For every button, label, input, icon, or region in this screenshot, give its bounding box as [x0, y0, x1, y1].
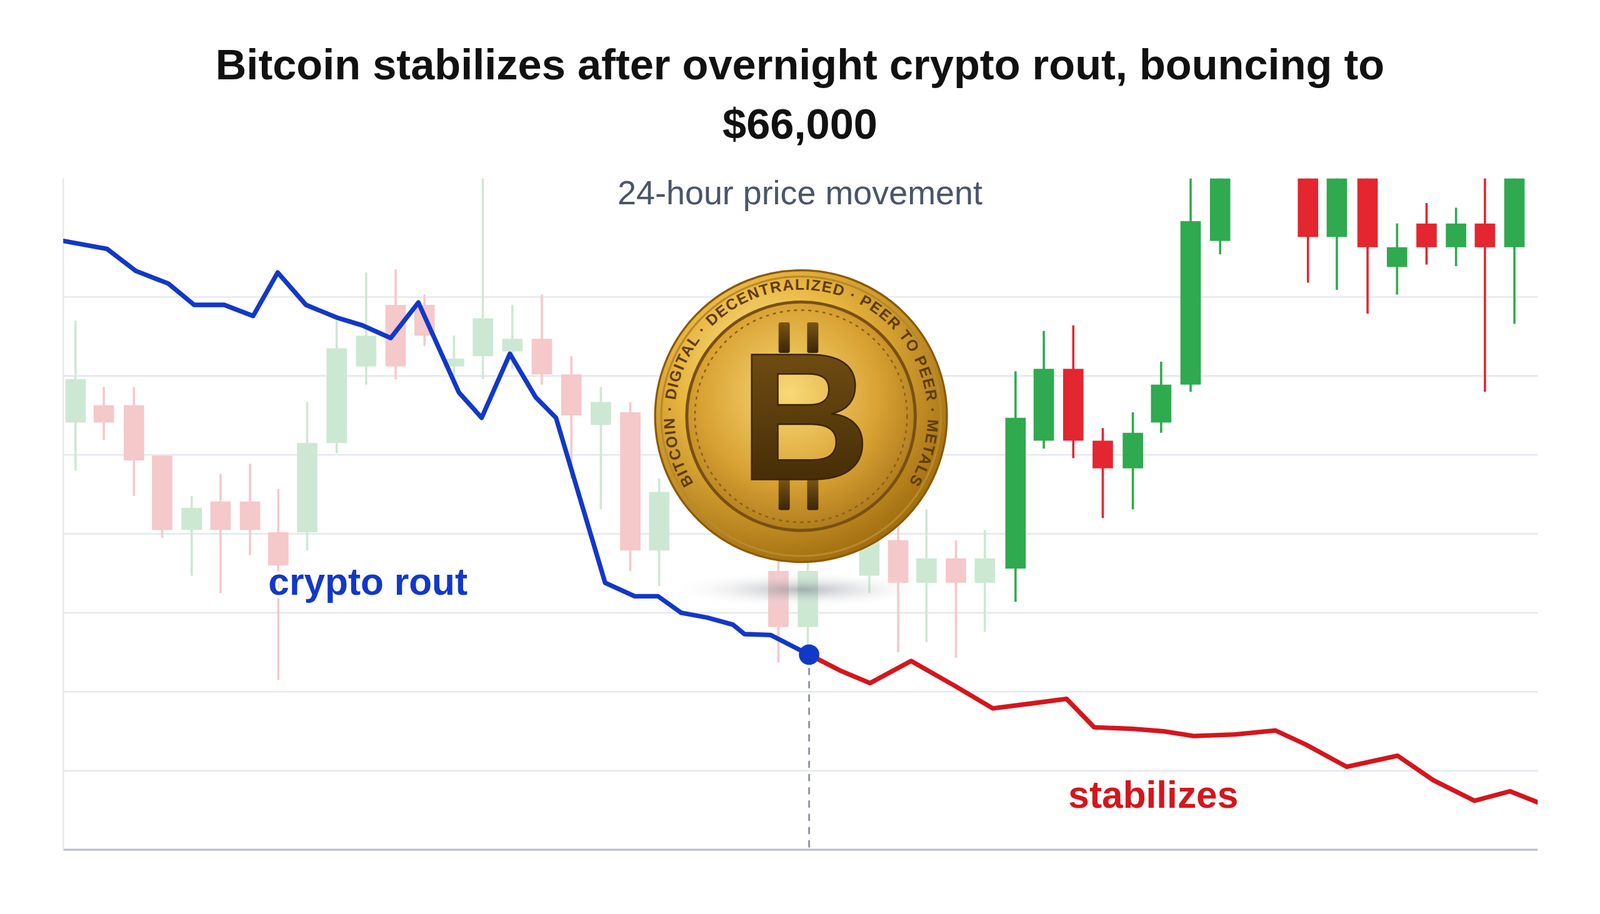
coin-shadow [668, 571, 934, 609]
candle-body [151, 455, 173, 530]
candle-body [501, 338, 523, 352]
coin: BITCOIN · DIGITAL · DECENTRALIZED · PEER… [655, 270, 947, 563]
candle-body [974, 558, 995, 584]
coin-inner [686, 301, 916, 531]
candle-body [1297, 178, 1319, 238]
candle-body [945, 558, 967, 584]
plot-area [63, 178, 1538, 803]
candle-body [181, 508, 202, 530]
title-line: Bitcoin stabilizes after overnight crypt… [215, 40, 1385, 89]
candle-body [1445, 223, 1467, 248]
candle-body [1005, 418, 1027, 569]
candle-body [1210, 178, 1231, 242]
candle-body [296, 443, 318, 533]
candle-body [916, 558, 937, 584]
title-line: $66,000 [722, 100, 878, 149]
candle-body [531, 338, 553, 375]
candle-wick [955, 540, 958, 659]
y-axis-line [62, 178, 64, 850]
series-label: stabilizes [1068, 773, 1239, 817]
grid-line [63, 770, 1538, 772]
candle-body [1063, 368, 1084, 441]
candle-body [210, 501, 232, 530]
candle-body [1151, 385, 1172, 424]
coin-symbol: B [739, 315, 871, 519]
candle-body [1326, 178, 1348, 238]
candle-body [1092, 440, 1114, 469]
background [0, 0, 1600, 914]
candle-body [472, 318, 494, 357]
coin-dots [695, 310, 908, 523]
grid [63, 296, 1538, 850]
candle-body [65, 379, 87, 424]
candle-body [93, 405, 115, 424]
candle-body [1386, 247, 1408, 268]
baseline [63, 848, 1538, 851]
candles [65, 178, 1525, 681]
candle-body [356, 335, 377, 367]
chart: BITCOIN · DIGITAL · DECENTRALIZED · PEER… [0, 0, 1600, 914]
candle-body [326, 348, 347, 444]
candle-body [1416, 223, 1437, 248]
page: {"chart_data": { "type": "line", "title"… [0, 0, 1600, 914]
subtitle: 24-hour price movement [617, 173, 983, 212]
grid-line [63, 691, 1538, 693]
candle-body [561, 374, 582, 416]
coin-outer [655, 270, 947, 563]
candle-body [240, 501, 261, 530]
candle-body [1504, 178, 1525, 248]
candle-body [1357, 178, 1379, 248]
candle-wick [219, 473, 222, 594]
candle-body [1180, 221, 1202, 385]
title: Bitcoin stabilizes after overnight crypt… [215, 40, 1385, 149]
candle-body [648, 492, 670, 552]
end-marker [798, 645, 820, 666]
drop-line [808, 655, 810, 850]
series-label: crypto rout [268, 560, 468, 604]
candle-body [590, 401, 612, 425]
candle-body [620, 412, 641, 551]
candle-body [123, 405, 145, 461]
candle-body [1033, 368, 1055, 441]
candle-wick [1483, 178, 1487, 392]
candle-body [1475, 223, 1496, 248]
candle-body [1122, 433, 1144, 469]
